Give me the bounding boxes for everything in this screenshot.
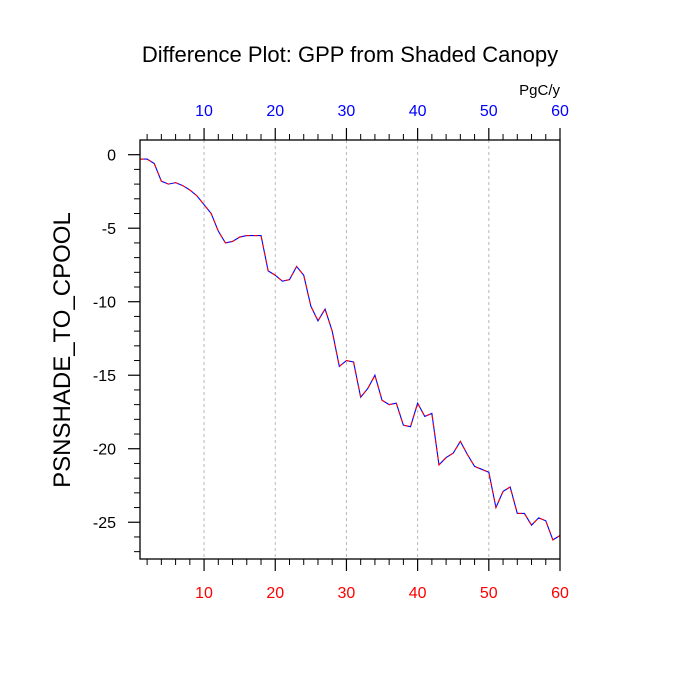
series-layer: [140, 158, 561, 541]
x-tick-label-bottom: 50: [480, 585, 498, 602]
x-tick-label-bottom: 20: [266, 585, 284, 602]
y-tick-label: -15: [93, 368, 116, 385]
y-tick-label: -20: [93, 442, 116, 459]
series-line-blue: [140, 158, 561, 541]
x-tick-label-bottom: 40: [409, 585, 427, 602]
x-tick-label-bottom: 10: [195, 585, 213, 602]
x-tick-label-bottom: 30: [338, 585, 356, 602]
y-tick-label: -25: [93, 515, 116, 532]
y-tick-label: 0: [107, 148, 116, 165]
x-tick-label-top: 20: [266, 103, 284, 120]
x-tick-label-bottom: 60: [551, 585, 569, 602]
x-tick-label-top: 50: [480, 103, 498, 120]
x-tick-label-top: 40: [409, 103, 427, 120]
chart-title: Difference Plot: GPP from Shaded Canopy: [142, 42, 558, 67]
plot-frame: [139, 139, 561, 560]
y-tick-label: -5: [102, 221, 116, 238]
series-line-red-dash: [140, 158, 561, 541]
y-axis-title: PSNSHADE_TO_CPOOL: [49, 212, 76, 488]
x-tick-label-top: 60: [551, 103, 569, 120]
axes-layer: 10 10 20 20 30 30 40 40 50 50 60 60 0 -5 -10 -15 -20 -25: [93, 103, 569, 602]
grid-layer: [203, 140, 490, 559]
units-label: PgC/y: [519, 82, 560, 99]
x-tick-label-top: 10: [195, 103, 213, 120]
y-tick-label: -10: [93, 295, 116, 312]
x-tick-label-top: 30: [338, 103, 356, 120]
